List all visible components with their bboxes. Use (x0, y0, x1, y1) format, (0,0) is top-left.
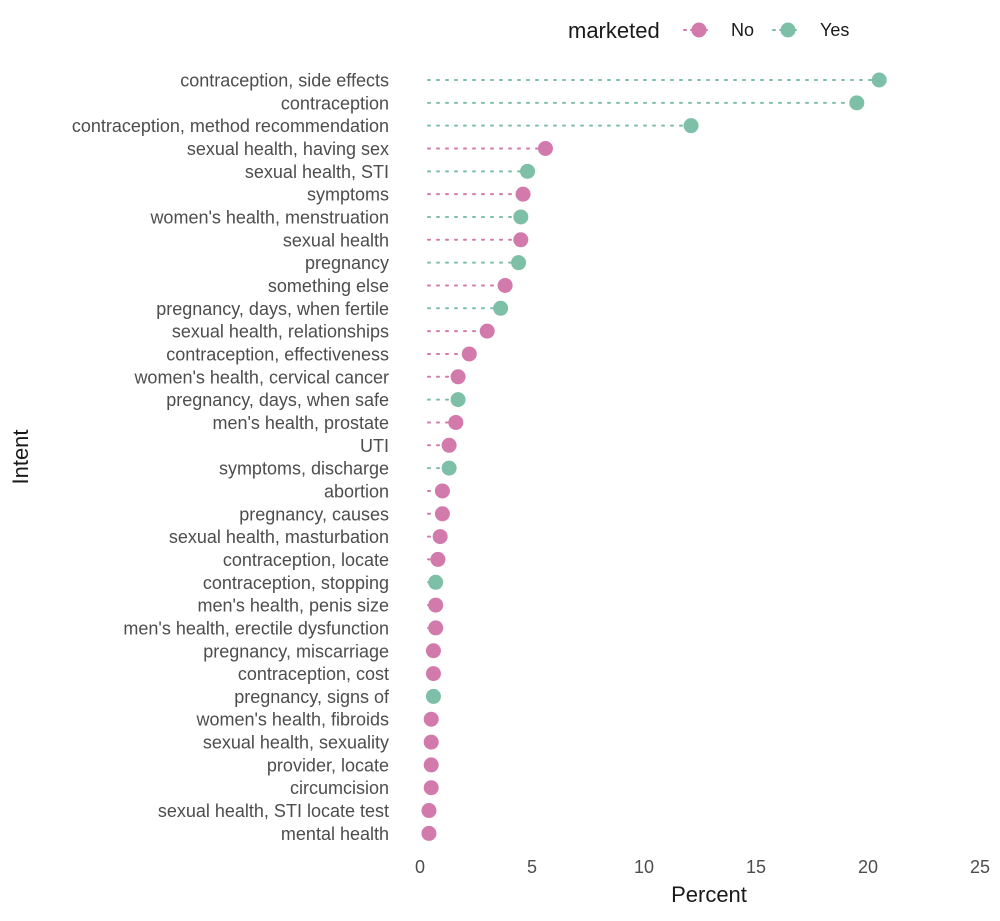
data-point-women-s-health-cervical-cancer (450, 369, 466, 385)
data-point-pregnancy-miscarriage (425, 643, 441, 659)
x-tick-label: 0 (415, 857, 425, 877)
y-tick-label: sexual health, STI locate test (158, 801, 389, 821)
data-point-men-s-health-prostate (448, 414, 464, 430)
y-tick-label: sexual health, sexuality (203, 733, 389, 753)
y-tick-label: pregnancy, days, when safe (166, 390, 389, 410)
data-point-sexual-health-sti-locate-test (421, 803, 437, 819)
data-point-contraception-stopping (428, 574, 444, 590)
y-tick-label: men's health, penis size (197, 596, 389, 616)
y-tick-label: men's health, prostate (212, 413, 389, 433)
y-tick-label: circumcision (290, 778, 389, 798)
data-point-mental-health (421, 825, 437, 841)
y-tick-label: symptoms (307, 185, 389, 205)
data-point-pregnancy-days-when-fertile (493, 300, 509, 316)
y-tick-label: men's health, erectile dysfunction (123, 618, 389, 638)
x-tick-label: 10 (634, 857, 654, 877)
data-point-women-s-health-fibroids (423, 711, 439, 727)
data-point-circumcision (423, 780, 439, 796)
y-tick-label: something else (268, 276, 389, 296)
y-axis-title: Intent (8, 429, 33, 484)
y-tick-label: contraception, cost (238, 664, 389, 684)
lollipop-lines (427, 79, 881, 835)
y-tick-label: provider, locate (267, 755, 389, 775)
x-axis-title: Percent (671, 882, 747, 907)
data-point-pregnancy-days-when-safe (450, 392, 466, 408)
y-tick-label: women's health, cervical cancer (133, 367, 389, 387)
y-tick-label: contraception, side effects (180, 71, 389, 91)
legend-label-yes: Yes (820, 20, 849, 40)
y-tick-label: pregnancy, days, when fertile (156, 299, 389, 319)
data-points (421, 72, 887, 841)
y-tick-label: women's health, menstruation (149, 207, 389, 227)
data-point-men-s-health-penis-size (428, 597, 444, 613)
data-point-sexual-health (513, 232, 529, 248)
data-point-uti (441, 437, 457, 453)
y-tick-label: sexual health, masturbation (169, 527, 389, 547)
y-tick-label: sexual health (283, 230, 389, 250)
data-point-pregnancy (511, 255, 527, 271)
y-tick-label: UTI (360, 436, 389, 456)
data-point-sexual-health-having-sex (537, 140, 553, 156)
y-axis-tick-labels: contraception, side effectscontraception… (72, 71, 390, 844)
y-tick-label: contraception, effectiveness (166, 344, 389, 364)
data-point-sexual-health-sexuality (423, 734, 439, 750)
y-tick-label: contraception, locate (223, 550, 389, 570)
x-tick-label: 25 (970, 857, 990, 877)
y-tick-label: contraception, stopping (203, 573, 389, 593)
data-point-contraception-effectiveness (461, 346, 477, 362)
y-tick-label: contraception, method recommendation (72, 116, 389, 136)
legend-title: marketed (568, 18, 660, 43)
data-point-symptoms (515, 186, 531, 202)
y-tick-label: mental health (281, 824, 389, 844)
data-point-abortion (434, 483, 450, 499)
legend: marketed No Yes (568, 18, 849, 43)
data-point-pregnancy-signs-of (425, 688, 441, 704)
data-point-contraception-side-effects (871, 72, 887, 88)
data-point-provider-locate (423, 757, 439, 773)
data-point-women-s-health-menstruation (513, 209, 529, 225)
y-tick-label: sexual health, relationships (172, 322, 389, 342)
data-point-contraception-method-recommendation (683, 118, 699, 134)
data-point-contraception (849, 95, 865, 111)
legend-label-no: No (731, 20, 754, 40)
data-point-symptoms-discharge (441, 460, 457, 476)
x-tick-label: 20 (858, 857, 878, 877)
x-tick-label: 15 (746, 857, 766, 877)
y-tick-label: pregnancy, causes (239, 504, 389, 524)
data-point-contraception-cost (425, 666, 441, 682)
y-tick-label: contraception (281, 93, 389, 113)
y-tick-label: pregnancy (305, 253, 389, 273)
y-tick-label: pregnancy, signs of (234, 687, 390, 707)
y-tick-label: symptoms, discharge (219, 459, 389, 479)
x-axis-tick-labels: 0 5 10 15 20 25 (415, 857, 990, 877)
data-point-sexual-health-relationships (479, 323, 495, 339)
data-point-something-else (497, 277, 513, 293)
data-point-pregnancy-causes (434, 506, 450, 522)
y-tick-label: abortion (324, 481, 389, 501)
y-tick-label: sexual health, having sex (187, 139, 389, 159)
legend-key-yes (772, 22, 802, 38)
data-point-sexual-health-masturbation (432, 529, 448, 545)
data-point-sexual-health-sti (520, 163, 536, 179)
y-tick-label: sexual health, STI (245, 162, 389, 182)
data-point-men-s-health-erectile-dysfunction (428, 620, 444, 636)
y-tick-label: pregnancy, miscarriage (203, 641, 389, 661)
y-tick-label: women's health, fibroids (195, 710, 389, 730)
data-point-contraception-locate (430, 551, 446, 567)
legend-key-no (683, 22, 713, 38)
x-tick-label: 5 (527, 857, 537, 877)
